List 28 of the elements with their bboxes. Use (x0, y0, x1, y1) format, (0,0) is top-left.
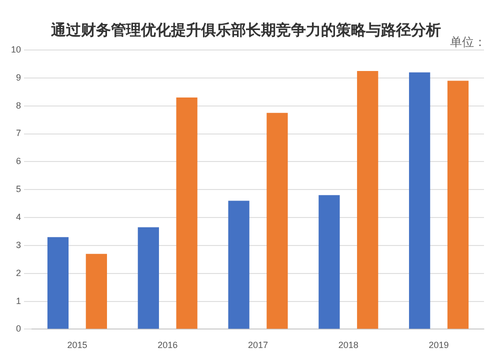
bar (266, 112, 288, 329)
text: 单位： (450, 34, 486, 51)
bar (176, 97, 198, 329)
x-tick-label: 2015 (67, 340, 88, 350)
bar (409, 72, 430, 329)
x-tick-label: 2019 (428, 340, 449, 350)
bar (447, 80, 469, 329)
y-tick-label: 10 (10, 44, 22, 54)
y-tick-label: 0 (16, 324, 22, 334)
y-tick-label: 6 (16, 156, 22, 166)
bar (138, 227, 159, 329)
y-tick-label: 5 (16, 184, 22, 194)
x-tick-label: 2016 (158, 340, 178, 350)
y-tick-label: 9 (16, 72, 22, 82)
y-tick-label: 3 (16, 240, 22, 250)
x-tick-label: 2018 (338, 340, 358, 350)
chart-title: 通过财务管理优化提升俱乐部长期竞争力的策略与路径分析 (50, 20, 441, 39)
y-tick-label: 8 (16, 100, 22, 110)
bar (86, 254, 107, 329)
x-tick-label: 2017 (248, 340, 268, 350)
bar (228, 200, 250, 329)
y-tick-label: 4 (16, 212, 22, 222)
bar (318, 195, 340, 329)
bar (47, 237, 69, 329)
bar (357, 70, 378, 329)
y-tick-label: 2 (16, 268, 22, 278)
y-tick-label: 1 (16, 296, 22, 306)
y-tick-label: 7 (16, 128, 22, 138)
